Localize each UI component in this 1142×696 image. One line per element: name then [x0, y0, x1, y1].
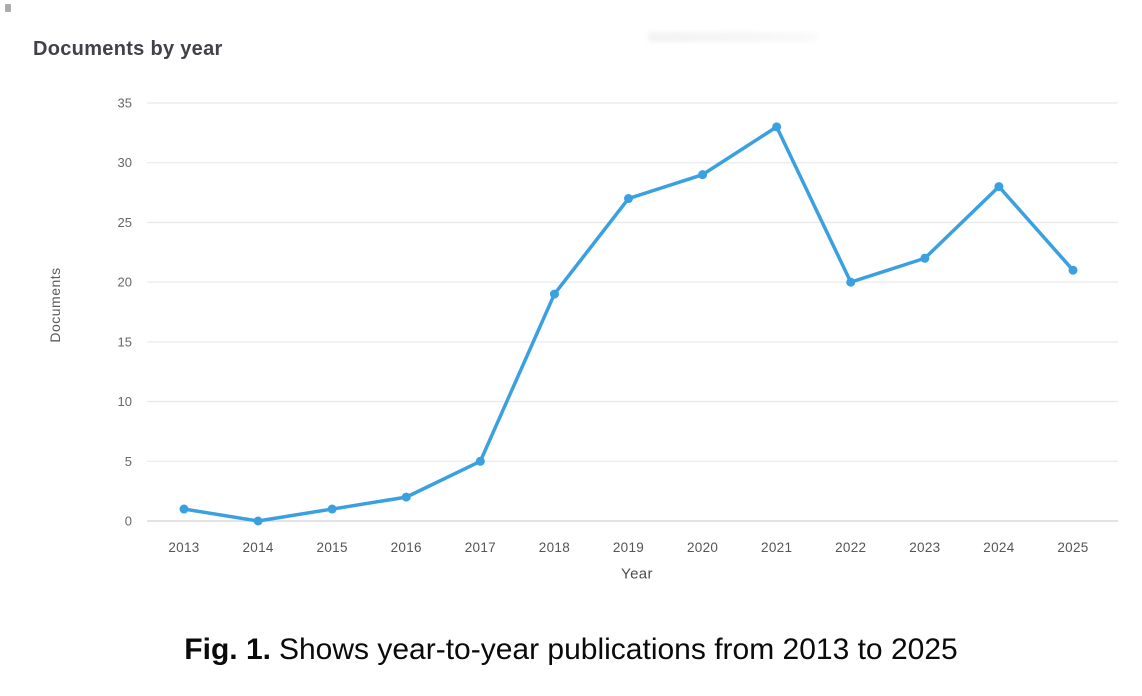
figure-caption: Fig. 1. Shows year-to-year publications f… — [0, 633, 1142, 667]
x-axis-label: Year — [621, 565, 653, 583]
x-tick-label: 2014 — [242, 540, 273, 555]
x-tick-label: 2015 — [317, 540, 348, 555]
data-point — [179, 504, 189, 514]
y-tick-label: 20 — [118, 275, 132, 290]
y-tick-label: 5 — [125, 454, 132, 469]
x-tick-label: 2022 — [835, 540, 866, 555]
chart-title: Documents by year — [33, 38, 223, 60]
x-tick-label: 2017 — [465, 540, 496, 555]
x-tick-label: 2024 — [983, 540, 1014, 555]
watermark-smudge — [648, 32, 818, 42]
data-point — [549, 289, 559, 299]
y-tick-label: 0 — [125, 514, 132, 529]
y-tick-label: 15 — [118, 334, 132, 349]
x-tick-label: 2019 — [613, 540, 644, 555]
data-point — [624, 194, 633, 204]
figure-caption-number: Fig. 1. — [184, 633, 271, 666]
scan-artifact — [5, 4, 11, 12]
x-tick-label: 2021 — [761, 540, 792, 555]
data-point — [846, 277, 856, 287]
data-point — [401, 492, 411, 502]
y-tick-label: 30 — [118, 155, 132, 170]
data-point — [253, 516, 263, 526]
data-point — [994, 182, 1004, 192]
x-tick-label: 2023 — [909, 540, 940, 555]
y-tick-label: 10 — [118, 394, 132, 409]
x-tick-label: 2018 — [539, 540, 570, 555]
data-point — [475, 456, 485, 466]
y-tick-label: 25 — [118, 215, 132, 230]
data-point — [698, 170, 708, 180]
x-tick-label: 2020 — [687, 540, 718, 555]
data-point — [327, 504, 337, 514]
data-point — [920, 253, 930, 263]
x-tick-label: 2025 — [1057, 540, 1088, 555]
figure-caption-text: Shows year-to-year publications from 201… — [278, 633, 958, 666]
x-tick-label: 2013 — [168, 540, 199, 555]
x-tick-label: 2016 — [391, 540, 422, 555]
data-point — [1068, 265, 1078, 275]
data-point — [772, 122, 782, 132]
y-tick-label: 35 — [118, 96, 132, 111]
